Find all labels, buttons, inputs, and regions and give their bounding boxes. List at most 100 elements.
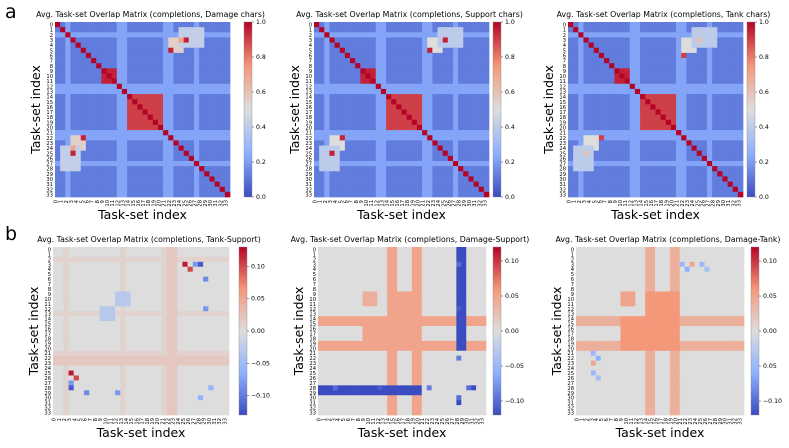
heatmap-cell [85,94,92,100]
heatmap-cell [96,63,102,69]
heatmap-cell [427,130,433,136]
heatmap-cell [223,390,230,396]
heatmap-cell [655,83,661,90]
heatmap-cell [686,124,692,131]
x-tick-label: 27 [193,200,199,207]
heatmap-cell [55,160,61,167]
heatmap-cell [147,22,154,28]
heatmap-cell [177,266,183,273]
heatmap-cell [182,321,188,327]
heatmap-cell [70,73,76,79]
heatmap-cell [422,47,428,54]
heatmap-cell [182,360,188,366]
heatmap-cell [629,135,636,141]
heatmap-cell [588,166,595,172]
heatmap-cell [686,160,692,167]
heatmap-cell [396,119,402,126]
heatmap-cell [177,331,183,337]
y-tick-label: 30 [559,177,566,183]
heatmap-cell [447,52,454,59]
heatmap-cell [478,145,485,152]
heatmap-cell [94,316,100,322]
heatmap-cell [737,78,744,85]
heatmap-cell [686,155,692,162]
heatmap-cell [645,186,651,193]
heatmap-cell [473,42,480,49]
heatmap-cell [447,42,454,49]
heatmap-cell [115,316,121,322]
heatmap-cell [151,335,157,342]
heatmap-cell [99,321,106,327]
heatmap-cell [115,256,121,263]
heatmap-cell [334,130,341,136]
heatmap-cell [187,350,194,357]
heatmap-cell [437,22,444,28]
heatmap-cell [416,247,423,253]
heatmap-cell [120,276,126,282]
heatmap-cell [483,99,490,105]
heatmap-cell [314,166,320,172]
heatmap-cell [360,171,366,177]
heatmap-cell [85,73,92,79]
heatmap-cell [55,94,61,100]
heatmap-cell [85,155,92,162]
heatmap-cell [146,410,152,416]
heatmap-cell [161,311,168,317]
heatmap-cell [442,68,449,74]
heatmap-cell [53,281,59,287]
heatmap-cell [183,150,190,157]
heatmap-cell [329,22,335,28]
heatmap-cell [156,276,163,282]
heatmap-cell [73,276,80,282]
y-tick-label: 28 [46,167,53,173]
heatmap-cell [676,176,682,182]
heatmap-cell [447,63,454,69]
heatmap-cell [386,109,392,115]
heatmap-cell [94,331,100,337]
heatmap-cell [130,316,137,322]
colorbar-tick-label: 0.05 [251,296,265,303]
heatmap-cell [120,316,126,322]
heatmap-cell [55,58,61,64]
heatmap-cell [655,42,661,49]
heatmap-cell [717,27,723,33]
heatmap-panel-4: Avg. Task-set Overlap Matrix (completion… [26,235,270,440]
heatmap-cell [157,99,164,105]
heatmap-cell [75,78,82,85]
heatmap-cell [681,83,687,90]
heatmap-cell [151,375,157,381]
heatmap-cell [178,176,185,182]
heatmap-cell [204,124,210,131]
heatmap-cell [365,171,371,177]
heatmap-cell [452,83,459,90]
heatmap-cell [68,335,75,342]
heatmap-cell [218,291,225,297]
heatmap-cell [650,150,656,157]
heatmap-cell [344,83,351,90]
heatmap-cell [161,281,168,287]
heatmap-cell [223,276,230,282]
heatmap-cell [665,58,672,64]
heatmap-cell [147,109,154,115]
y-tick-label: 3 [50,38,53,44]
heatmap-cell [58,360,64,366]
heatmap-cell [204,94,210,100]
heatmap-cell [406,181,413,188]
heatmap-cell [68,410,75,416]
heatmap-cell [68,321,75,327]
y-tick-label: 29 [559,172,566,178]
heatmap-cell [219,99,226,105]
heatmap-cell [614,181,620,188]
heatmap-cell [650,130,656,136]
heatmap-cell [355,176,361,182]
heatmap-cell [650,99,656,105]
heatmap-cell [634,94,641,100]
heatmap-cell [104,296,111,302]
heatmap-cell [355,68,361,74]
heatmap-cell [483,58,490,64]
heatmap-cell [89,291,95,297]
heatmap-cell [94,291,100,297]
heatmap-cell [355,37,361,43]
heatmap-cell [55,109,61,115]
